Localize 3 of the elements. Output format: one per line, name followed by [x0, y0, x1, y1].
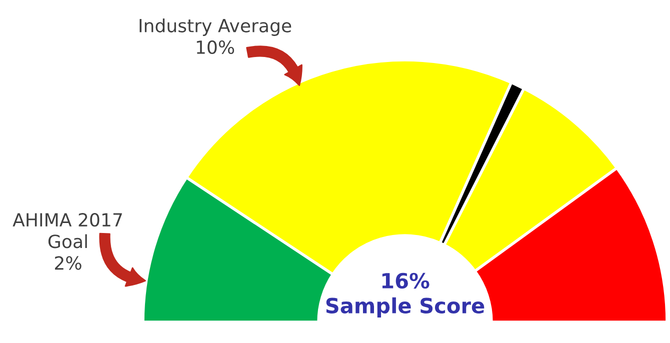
- text: 16% Sample Score: [326, 272, 484, 318]
- text: AHIMA 2017 Goal 2%: [12, 212, 122, 270]
- text: Industry Average 10%: [140, 18, 292, 54]
